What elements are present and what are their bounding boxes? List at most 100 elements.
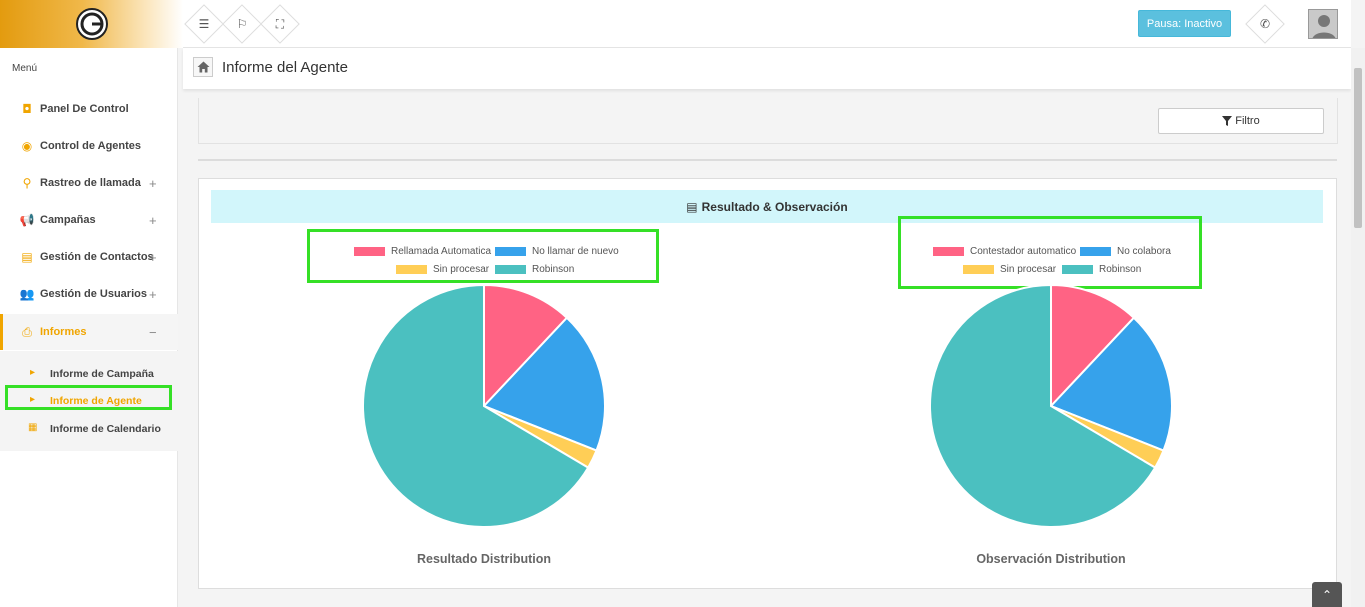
search-icon: ⚲ <box>22 176 32 190</box>
menu-title: Menú <box>12 63 38 74</box>
caret-right-icon: ▸ <box>30 394 36 405</box>
user-avatar[interactable] <box>1308 9 1338 39</box>
users-icon: 👥 <box>19 287 35 301</box>
top-bar: ☰ ⚐ ⛶ Pausa: Inactivo ✆ <box>0 0 1351 48</box>
legend-label: Robinson <box>1099 264 1142 275</box>
pie-slice[interactable] <box>362 283 590 528</box>
legend-swatch <box>933 247 964 256</box>
legend-item[interactable]: Sin procesar <box>396 264 489 275</box>
legend-swatch <box>1062 265 1093 274</box>
subitem-label: Informe de Agente <box>50 395 142 407</box>
subitem-informe-de-agente[interactable]: ▸ Informe de Agente <box>0 388 178 414</box>
subitem-informe-de-calendario[interactable]: ▦ Informe de Calendario <box>0 416 178 442</box>
sidebar-item-label: Campañas <box>40 214 96 226</box>
legend-item[interactable]: No colabora <box>1080 246 1171 257</box>
legend-item[interactable]: Robinson <box>495 264 574 275</box>
legend-label: Sin procesar <box>433 264 490 275</box>
sidebar-item-gestion-de-contactos[interactable]: ▤ Gestión de Contactos + <box>0 239 178 275</box>
highlight-box <box>898 216 1202 289</box>
legend-item[interactable]: Rellamada Automatica <box>354 246 491 257</box>
legend-label: No llamar de nuevo <box>532 246 619 257</box>
expand-plus-icon[interactable]: + <box>149 286 157 302</box>
pie-slice[interactable] <box>1050 283 1136 409</box>
print-icon: ⎙ <box>22 324 32 339</box>
legend-item[interactable]: No llamar de nuevo <box>495 246 619 257</box>
scrollbar[interactable] <box>1351 48 1365 607</box>
legend-swatch <box>396 265 427 274</box>
highlight-box <box>5 385 172 410</box>
phone-button[interactable]: ✆ <box>1245 4 1285 44</box>
legend-label: Robinson <box>532 264 575 275</box>
legend-swatch <box>495 265 526 274</box>
sidebar-item-label: Informes <box>40 326 87 338</box>
legend-item[interactable]: Robinson <box>1062 264 1141 275</box>
home-icon <box>197 61 209 73</box>
divider <box>198 159 1337 161</box>
pie-slice[interactable] <box>483 283 569 409</box>
phone-icon: ✆ <box>1259 17 1271 31</box>
pause-status-button[interactable]: Pausa: Inactivo <box>1138 10 1231 37</box>
sidebar-item-label: Gestión de Usuarios <box>40 288 147 300</box>
sidebar-item-label: Panel De Control <box>40 103 129 115</box>
contact-book-icon: ▤ <box>21 250 33 264</box>
legend-swatch <box>1080 247 1111 256</box>
collapse-minus-icon[interactable]: − <box>149 324 157 340</box>
legend-item[interactable]: Contestador automatico <box>933 246 1076 257</box>
legend-label: Rellamada Automatica <box>391 246 492 257</box>
expand-icon: ⛶ <box>275 16 285 31</box>
pie-chart-observacion <box>929 283 1173 528</box>
back-to-top-button[interactable]: ⌃ <box>1312 582 1342 607</box>
chevron-up-icon: ⌃ <box>1321 587 1333 602</box>
scrollbar-thumb[interactable] <box>1354 68 1362 228</box>
subitem-label: Informe de Calendario <box>50 423 161 435</box>
sidebar-item-gestion-de-usuarios[interactable]: 👥 Gestión de Usuarios + <box>0 276 178 312</box>
eye-icon: ◉ <box>21 139 33 153</box>
flag-button[interactable]: ⚐ <box>222 4 262 44</box>
legend-swatch <box>495 247 526 256</box>
legend-swatch <box>963 265 994 274</box>
sidebar-item-label: Control de Agentes <box>40 140 142 152</box>
sidebar-item-rastreo-de-llamada[interactable]: ⚲ Rastreo de llamada + <box>0 165 178 201</box>
legend-label: Sin procesar <box>1000 264 1057 275</box>
filter-panel <box>198 98 1338 144</box>
chart-title: Observación Distribution <box>976 552 1126 566</box>
legend-label: No colabora <box>1117 246 1171 257</box>
sidebar-item-label: Gestión de Contactos <box>40 251 154 263</box>
sidebar-item-informes[interactable]: ⎙ Informes − <box>0 314 178 350</box>
subitem-label: Informe de Campaña <box>50 368 154 380</box>
filter-icon <box>1222 116 1233 126</box>
pie-chart-resultado <box>362 283 606 528</box>
legend-label: Contestador automatico <box>970 246 1077 257</box>
page-title: Informe del Agente <box>222 59 348 76</box>
report-title: Resultado & Observación <box>701 199 848 214</box>
legend-swatch <box>354 247 385 256</box>
subitem-informe-de-campana[interactable]: ▸ Informe de Campaña <box>0 361 178 387</box>
highlight-box <box>307 229 659 283</box>
chart-title: Resultado Distribution <box>416 552 552 566</box>
megaphone-icon: 📢 <box>19 213 35 227</box>
sidebar-item-panel-de-control[interactable]: ◘ Panel De Control <box>0 91 178 127</box>
dashboard-icon: ◘ <box>22 102 32 116</box>
fullscreen-button[interactable]: ⛶ <box>260 4 300 44</box>
informes-submenu: ▸ Informe de Campaña ▸ Informe de Agente… <box>0 351 178 451</box>
sidebar-item-campanas[interactable]: 📢 Campañas + <box>0 202 178 238</box>
sidebar: Menú ◘ Panel De Control ◉ Control de Age… <box>0 48 178 607</box>
calendar-icon: ▦ <box>28 422 38 433</box>
pie-slice[interactable] <box>929 283 1157 528</box>
sidebar-item-control-de-agentes[interactable]: ◉ Control de Agentes <box>0 128 178 164</box>
logo-area <box>0 0 183 48</box>
page-header: Informe del Agente <box>183 48 1351 89</box>
expand-plus-icon[interactable]: + <box>149 212 157 228</box>
expand-plus-icon[interactable]: + <box>149 249 157 265</box>
expand-plus-icon[interactable]: + <box>149 175 157 191</box>
filter-button[interactable]: Filtro <box>1158 108 1324 134</box>
home-button[interactable] <box>193 57 213 77</box>
flag-icon: ⚐ <box>236 17 248 31</box>
caret-right-icon: ▸ <box>30 367 36 378</box>
menu-toggle-button[interactable]: ☰ <box>184 4 224 44</box>
sidebar-item-label: Rastreo de llamada <box>40 177 141 189</box>
menu-icon: ☰ <box>198 17 210 31</box>
filter-button-label: Filtro <box>1235 115 1260 127</box>
legend-item[interactable]: Sin procesar <box>963 264 1056 275</box>
brand-logo[interactable] <box>76 8 108 40</box>
